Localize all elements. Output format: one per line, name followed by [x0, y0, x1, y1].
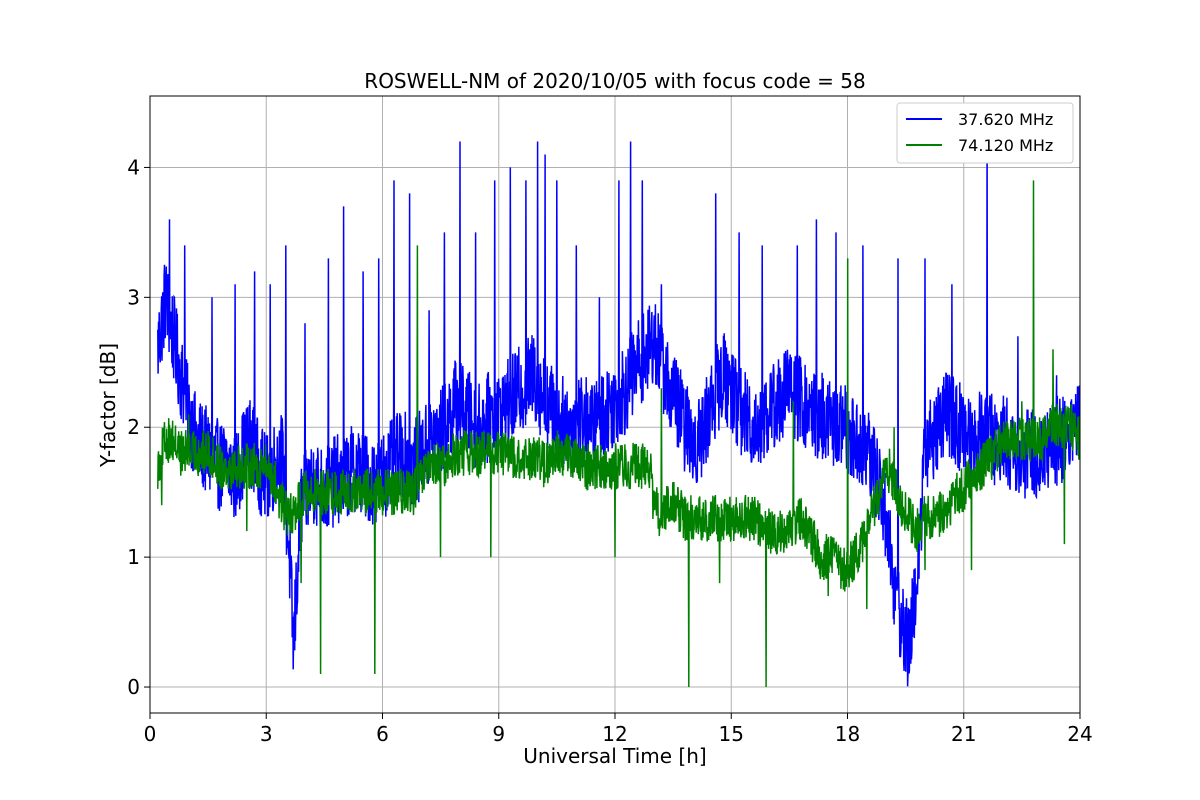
- x-axis-label: Universal Time [h]: [523, 744, 706, 768]
- y-tick-label: 2: [127, 415, 140, 439]
- series-line-37-620-mhz: [157, 115, 1080, 687]
- series-layer: [157, 115, 1080, 688]
- legend: 37.620 MHz 74.120 MHz: [896, 102, 1074, 164]
- legend-entry-37: 37.620 MHz: [958, 110, 1053, 129]
- y-tick-label: 0: [127, 675, 140, 699]
- y-axis-label: Y-factor [dB]: [96, 343, 120, 468]
- chart-title: ROSWELL-NM of 2020/10/05 with focus code…: [364, 69, 865, 93]
- y-tick-label: 3: [127, 285, 140, 309]
- x-tick-label: 9: [492, 722, 505, 746]
- x-tick-label: 15: [719, 722, 744, 746]
- legend-entry-74: 74.120 MHz: [958, 136, 1053, 155]
- x-tick-label: 12: [602, 722, 627, 746]
- x-tick-label: 21: [951, 722, 976, 746]
- x-tick-label: 18: [835, 722, 860, 746]
- series-line-74-120-mhz: [157, 180, 1080, 688]
- y-tick-label: 1: [127, 545, 140, 569]
- x-tick-label: 3: [260, 722, 273, 746]
- x-tick-label: 6: [376, 722, 389, 746]
- y-tick-label: 4: [127, 155, 140, 179]
- x-tick-label: 0: [144, 722, 157, 746]
- x-tick-label: 24: [1067, 722, 1092, 746]
